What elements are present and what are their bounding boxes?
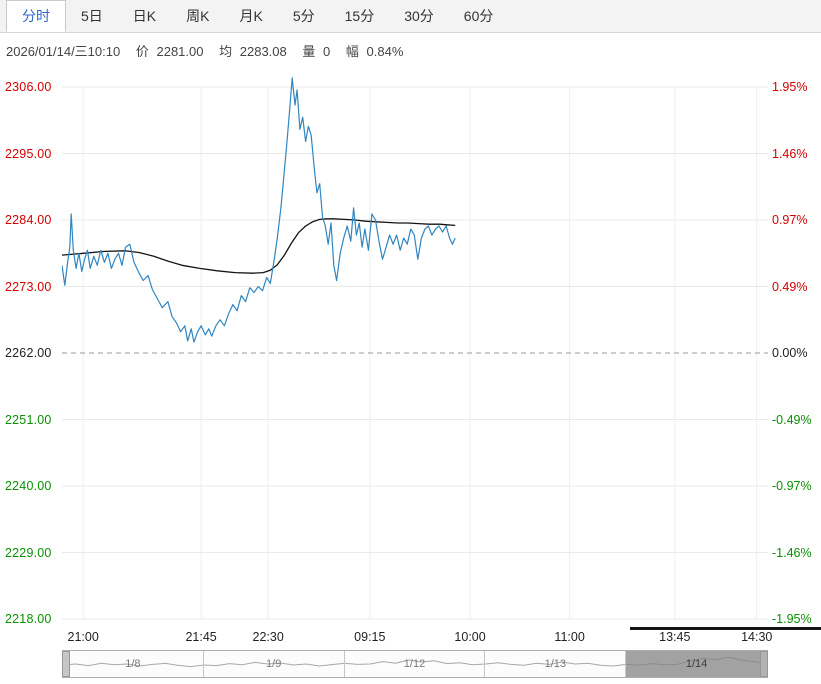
time-axis-label: 21:00 [67, 630, 99, 644]
range-value: 0.84% [366, 44, 404, 59]
scrollbar-thumb[interactable] [630, 627, 821, 630]
tab-5min[interactable]: 5分 [292, 8, 315, 24]
navigator-right-handle[interactable] [760, 651, 768, 677]
percent-axis-label: 0.49% [772, 279, 808, 294]
price-axis-label: 2306.00 [5, 80, 52, 94]
price-value: 2281.00 [156, 44, 204, 59]
average-line [62, 218, 456, 274]
percent-axis-label: 1.95% [772, 80, 808, 94]
tab-15min[interactable]: 15分 [344, 8, 375, 24]
avg-label: 均 [219, 44, 233, 59]
price-axis-label: 2240.00 [5, 479, 52, 493]
price-axis-label: 2295.00 [5, 146, 52, 161]
percent-axis-label: -1.95% [772, 612, 812, 626]
navigator-left-handle[interactable] [62, 651, 70, 677]
tab-60min[interactable]: 60分 [463, 8, 494, 24]
date-navigator[interactable]: 1/8 1/9 1/12 1/13 1/14 [62, 650, 768, 678]
navigator-date-label: 1/9 [266, 658, 282, 670]
time-axis-label: 13:45 [659, 630, 691, 644]
percent-axis-label: 0.00% [772, 346, 808, 360]
price-label: 价 [135, 44, 149, 59]
navigator-sections: 1/8 1/9 1/12 1/13 1/14 [63, 651, 767, 677]
percent-axis-label: -1.46% [772, 545, 812, 560]
price-axis-label: 2251.00 [5, 412, 52, 427]
price-axis-label: 2273.00 [5, 279, 52, 294]
tab-intraday[interactable]: 分时 [6, 0, 66, 32]
range-label: 幅 [345, 44, 359, 59]
price-axis-label: 2284.00 [5, 213, 52, 227]
navigator-section[interactable]: 1/14 [626, 651, 767, 677]
percent-axis-label: 1.46% [772, 146, 808, 161]
time-axis-label: 21:45 [185, 630, 217, 644]
quote-infobar: 2026/01/14/三10:10 价 2281.00 均 2283.08 量 … [6, 41, 415, 60]
quote-datetime: 2026/01/14/三10:10 [6, 44, 121, 59]
navigator-date-label: 1/12 [403, 658, 426, 670]
price-chart-svg [62, 77, 768, 620]
time-axis-label: 09:15 [354, 630, 386, 644]
avg-value: 2283.08 [239, 44, 287, 59]
volume-value: 0 [323, 44, 331, 59]
time-axis-label: 10:00 [454, 630, 486, 644]
tab-monthly-k[interactable]: 月K [239, 8, 263, 24]
interval-tabbar: 分时 5日 日K 周K 月K 5分 15分 30分 60分 [0, 0, 821, 33]
tab-5day[interactable]: 5日 [81, 8, 103, 24]
volume-label: 量 [302, 44, 316, 59]
navigator-section[interactable]: 1/13 [485, 651, 627, 677]
percent-axis-label: 0.97% [772, 213, 808, 227]
time-axis-label: 14:30 [741, 630, 773, 644]
price-axis-label: 2262.00 [5, 346, 52, 360]
navigator-section[interactable]: 1/9 [204, 651, 345, 677]
tab-daily-k[interactable]: 日K [132, 8, 157, 24]
price-axis-label: 2229.00 [5, 545, 52, 560]
navigator-date-label: 1/13 [544, 658, 566, 670]
navigator-date-label: 1/14 [685, 658, 708, 670]
tab-weekly-k[interactable]: 周K [186, 8, 210, 24]
time-axis-label: 11:00 [554, 630, 585, 644]
navigator-date-label: 1/8 [125, 658, 141, 670]
price-line [62, 77, 456, 343]
chart-plot-area[interactable] [62, 75, 768, 623]
tab-30min[interactable]: 30分 [404, 8, 434, 24]
percent-axis-label: -0.97% [772, 479, 812, 493]
navigator-section[interactable]: 1/8 [63, 651, 204, 677]
navigator-section[interactable]: 1/12 [345, 651, 486, 677]
price-axis-label: 2218.00 [5, 612, 52, 626]
time-axis-label: 22:30 [252, 630, 284, 644]
percent-axis-label: -0.49% [772, 412, 812, 427]
